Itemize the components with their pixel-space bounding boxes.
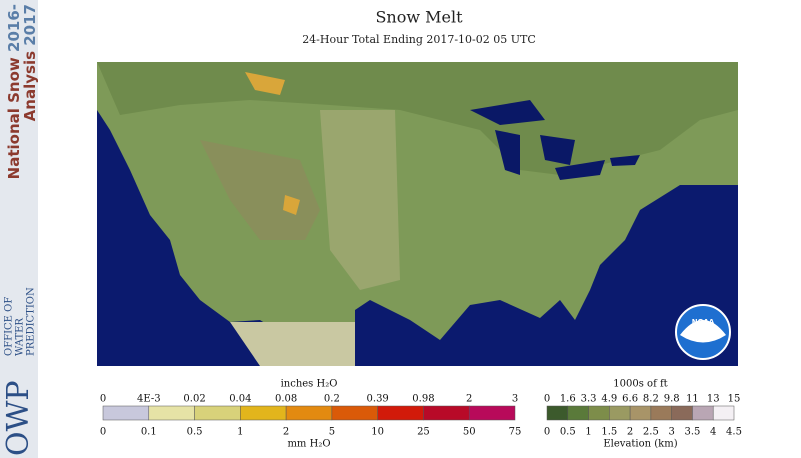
- noaa-text: NOAA: [692, 318, 715, 326]
- legend-bottom-label: 0: [100, 427, 106, 438]
- legend-top-label: 3: [512, 394, 518, 405]
- legend-top-label: 0.02: [183, 394, 205, 405]
- sidebar: [0, 0, 38, 458]
- sidebar-line: National Snow 2016-: [5, 4, 23, 179]
- legend-top-label: 0.08: [275, 394, 297, 405]
- noaa-bird: [680, 320, 726, 343]
- sidebar-line: Analysis 2017: [21, 4, 39, 121]
- legend-bottom-label: 25: [417, 427, 430, 438]
- subtitle: 24-Hour Total Ending 2017-10-02 05 UTC: [302, 33, 536, 46]
- legend-bottom-label: 2.5: [643, 427, 659, 438]
- legend-top-label: 15: [728, 394, 741, 405]
- legend-top-label: 0: [544, 394, 550, 405]
- legend-top-label: 4.9: [601, 394, 617, 405]
- legend-bottom-label: 10: [371, 427, 384, 438]
- office-text: PREDICTION: [26, 287, 37, 356]
- legend-top-label: 0: [100, 394, 106, 405]
- legend-bottom-label: 1: [237, 427, 243, 438]
- legend-swatch: [588, 405, 610, 421]
- legend-top-label: 0.39: [367, 394, 389, 405]
- legend-bottom-label: 1: [585, 427, 591, 438]
- legend-top-label: 1.6: [560, 394, 576, 405]
- legend-bottom-label: 50: [463, 427, 476, 438]
- legend-top-label: 0.2: [324, 394, 340, 405]
- legend-bottom-label: 0.1: [141, 427, 157, 438]
- sidebar-title: National Snow 2016- Analysis 2017: [5, 4, 39, 179]
- sidebar-text: 2016-: [5, 4, 23, 52]
- sidebar-text: 2017: [21, 4, 39, 46]
- legend-swatch: [567, 405, 589, 421]
- legend-top-label: 11: [686, 394, 699, 405]
- legend-swatch: [102, 405, 150, 421]
- legend-bottom-label: 4.5: [726, 427, 742, 438]
- legend-bottom-label: 0: [544, 427, 550, 438]
- plains: [320, 110, 400, 290]
- map: NOAA: [97, 62, 738, 366]
- legend-swatch: [671, 405, 693, 421]
- legend-bottom-label: 4: [710, 427, 716, 438]
- mexico: [230, 322, 355, 366]
- legend-top-label: 0.98: [412, 394, 434, 405]
- legend-title: mm H₂O: [287, 439, 330, 450]
- legend-top-label: 3.3: [581, 394, 597, 405]
- legend-top-label: 0.04: [229, 394, 251, 405]
- legend-swatch: [546, 405, 569, 421]
- title: Snow Melt: [375, 8, 463, 27]
- legend-bottom-label: 2: [283, 427, 289, 438]
- legend-top-label: 13: [707, 394, 720, 405]
- legend-swatch: [468, 405, 516, 421]
- legend-title: 1000s of ft: [613, 379, 667, 390]
- office-text: OFFICE OF: [4, 297, 15, 356]
- legend-swatch: [692, 405, 714, 421]
- legend-bottom-label: 2: [627, 427, 633, 438]
- sidebar-text: National Snow: [5, 57, 23, 179]
- melt-area: [245, 72, 300, 215]
- legend-top-label: 9.8: [664, 394, 680, 405]
- sidebar-text: Analysis: [21, 51, 39, 121]
- great-lakes: [470, 100, 640, 180]
- legend-title: inches H₂O: [281, 379, 338, 390]
- legend-top-label: 8.2: [643, 394, 659, 405]
- legend-bottom-label: 5: [329, 427, 335, 438]
- owp-logo: OWP: [1, 380, 36, 456]
- legend-swatch: [629, 405, 652, 421]
- legend-bottom-label: 0.5: [560, 427, 576, 438]
- legend-swatch: [609, 405, 631, 421]
- legend-swatch: [712, 405, 735, 421]
- legend-top-label: 2: [466, 394, 472, 405]
- office-text: WATER: [15, 318, 26, 356]
- legend-swatch: [650, 405, 672, 421]
- legend-swatch: [148, 405, 195, 421]
- rockies: [200, 140, 320, 240]
- legend-swatch: [377, 405, 424, 421]
- legend-bottom-label: 1.5: [601, 427, 617, 438]
- legend-swatch: [423, 405, 470, 421]
- legend-top-label: 6.6: [622, 394, 638, 405]
- legend-swatch: [331, 405, 378, 421]
- legend-bottom-label: 3: [668, 427, 674, 438]
- legend-bottom-label: 75: [509, 427, 522, 438]
- legend-swatch: [240, 405, 287, 421]
- legend-title: Elevation (km): [603, 439, 677, 450]
- legend-bottom-label: 0.5: [187, 427, 203, 438]
- legend-bottom-label: 3.5: [684, 427, 700, 438]
- legend-swatch: [194, 405, 241, 421]
- legend-top-label: 4E-3: [137, 394, 161, 405]
- legend-swatch: [285, 405, 333, 421]
